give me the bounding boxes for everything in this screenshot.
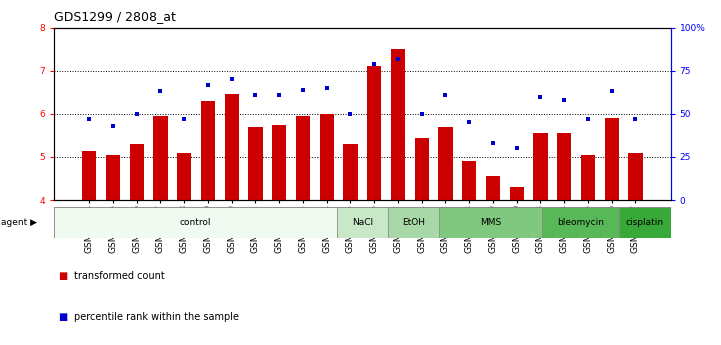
Text: cisplatin: cisplatin xyxy=(626,218,664,227)
Point xyxy=(368,61,380,67)
Bar xyxy=(438,127,453,200)
Bar xyxy=(130,144,143,200)
Point xyxy=(273,92,285,98)
Text: transformed count: transformed count xyxy=(74,271,164,281)
Point xyxy=(84,116,95,122)
Bar xyxy=(248,127,262,200)
Point xyxy=(249,92,261,98)
Point xyxy=(606,89,617,94)
Point xyxy=(178,116,190,122)
Text: percentile rank within the sample: percentile rank within the sample xyxy=(74,313,239,322)
Point xyxy=(440,92,451,98)
Bar xyxy=(581,155,595,200)
Bar xyxy=(272,125,286,200)
Bar xyxy=(224,95,239,200)
Point xyxy=(464,120,475,125)
Text: MMS: MMS xyxy=(480,218,501,227)
Bar xyxy=(542,207,619,238)
Point xyxy=(416,111,428,117)
Text: NaCl: NaCl xyxy=(352,218,373,227)
Bar xyxy=(201,101,215,200)
Point xyxy=(297,87,309,92)
Bar xyxy=(54,207,337,238)
Bar xyxy=(628,152,642,200)
Text: agent ▶: agent ▶ xyxy=(1,218,37,227)
Bar xyxy=(604,118,619,200)
Bar xyxy=(486,176,500,200)
Bar xyxy=(415,138,429,200)
Point xyxy=(535,94,547,99)
Point xyxy=(226,77,237,82)
Point xyxy=(558,97,570,103)
Bar xyxy=(439,207,542,238)
Text: ■: ■ xyxy=(58,313,67,322)
Bar xyxy=(367,66,381,200)
Point xyxy=(131,111,143,117)
Point xyxy=(107,123,119,129)
Point xyxy=(155,89,167,94)
Point xyxy=(629,116,641,122)
Text: control: control xyxy=(180,218,211,227)
Bar xyxy=(462,161,477,200)
Bar xyxy=(106,155,120,200)
Bar xyxy=(82,150,97,200)
Bar xyxy=(534,133,547,200)
Bar xyxy=(388,207,439,238)
Bar xyxy=(557,133,571,200)
Bar xyxy=(177,152,191,200)
Bar xyxy=(619,207,671,238)
Text: EtOH: EtOH xyxy=(402,218,425,227)
Text: ■: ■ xyxy=(58,271,67,281)
Point xyxy=(511,146,523,151)
Bar xyxy=(391,49,405,200)
Point xyxy=(321,85,332,91)
Text: bleomycin: bleomycin xyxy=(557,218,604,227)
Point xyxy=(392,56,404,61)
Bar xyxy=(154,116,167,200)
Point xyxy=(582,116,593,122)
Point xyxy=(487,140,499,146)
Point xyxy=(202,82,213,87)
Text: GDS1299 / 2808_at: GDS1299 / 2808_at xyxy=(54,10,176,23)
Point xyxy=(345,111,356,117)
Bar xyxy=(510,187,523,200)
Bar xyxy=(319,114,334,200)
Bar xyxy=(337,207,388,238)
Bar xyxy=(296,116,310,200)
Bar xyxy=(343,144,358,200)
